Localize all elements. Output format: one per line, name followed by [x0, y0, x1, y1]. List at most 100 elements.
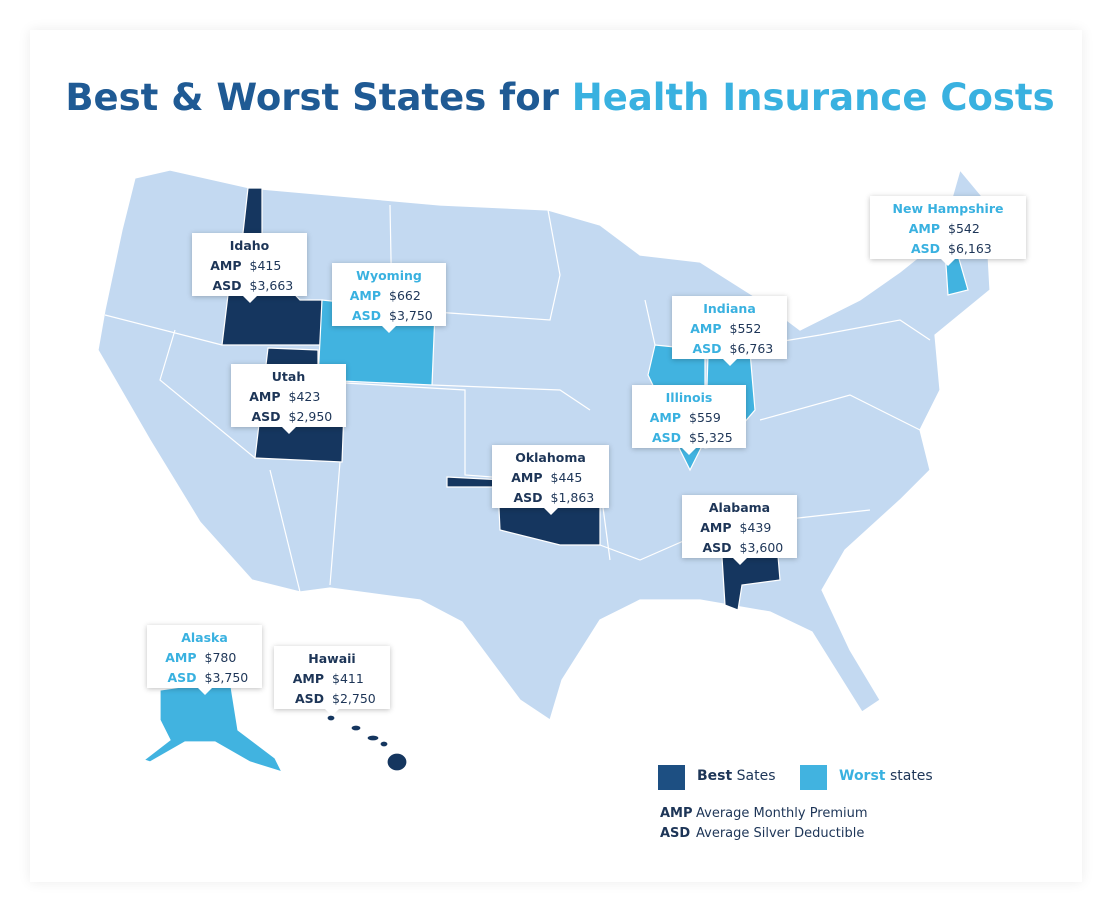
abbr: AMP [660, 806, 693, 821]
best-swatch [658, 765, 685, 790]
callout-row: ASD $6,163 [870, 241, 1026, 256]
callout-row: AMP $415 [192, 258, 307, 273]
callout-row: ASD $3,750 [332, 308, 446, 323]
callout-label: ASD [351, 308, 381, 323]
callout-label: ASD [167, 670, 197, 685]
callout-row: ASD $6,763 [672, 341, 787, 356]
callout-label: AMP [210, 258, 242, 273]
callout-state: Indiana [703, 301, 756, 316]
callout-row: AMP $780 [147, 650, 262, 665]
callout-row: ASD $3,750 [147, 670, 262, 685]
callout-value: $423 [288, 389, 321, 404]
callout-label: AMP [249, 389, 281, 404]
callout-row: AMP $445 [492, 470, 609, 485]
legend-best-bold: Best [697, 768, 733, 784]
callout-value: $1,863 [550, 490, 595, 505]
callout-value: $3,600 [739, 540, 784, 555]
callout: Oklahoma AMP $445 ASD $1,863 [492, 445, 609, 515]
callout-value: $3,750 [204, 670, 249, 685]
callout-value: $3,663 [249, 278, 294, 293]
callout: Alaska AMP $780 ASD $3,750 [147, 625, 262, 695]
callout-label: ASD [702, 540, 732, 555]
callout-row: AMP $552 [672, 321, 787, 336]
callout-value: $6,163 [948, 241, 992, 256]
callout-row: AMP $662 [332, 288, 446, 303]
callout-state: Hawaii [308, 651, 356, 666]
callout-label: AMP [649, 410, 681, 425]
title: Best & Worst States for Health Insurance… [0, 76, 1112, 119]
callout-state: Alabama [708, 500, 771, 515]
callout: Indiana AMP $552 ASD $6,763 [672, 296, 787, 366]
definition: ASD Average Silver Deductible [660, 826, 864, 841]
title-highlight: Health Insurance Costs [571, 76, 1055, 119]
legend-worst-bold: Worst [839, 768, 886, 784]
callout-label: AMP [908, 221, 940, 236]
callout: Idaho AMP $415 ASD $3,663 [192, 233, 307, 303]
alaska [142, 679, 284, 773]
callout-label: ASD [651, 430, 681, 445]
callout-label: AMP [700, 520, 732, 535]
callout-value: $415 [249, 258, 282, 273]
callout-label: ASD [212, 278, 242, 293]
legend-best: Best Sates [697, 768, 776, 784]
callout-value: $6,763 [729, 341, 774, 356]
callout-label: ASD [251, 409, 281, 424]
callout-label: AMP [511, 470, 543, 485]
callout-value: $662 [389, 288, 421, 303]
callout-row: ASD $2,750 [274, 691, 390, 706]
callout-value: $542 [948, 221, 980, 236]
callout-state: Oklahoma [515, 450, 586, 465]
abbr-text: Average Silver Deductible [696, 826, 865, 841]
callout-row: AMP $423 [231, 389, 346, 404]
abbr: ASD [660, 826, 691, 841]
callout-state: Utah [271, 369, 306, 384]
legend-worst: Worst states [839, 768, 933, 784]
callout-value: $552 [729, 321, 762, 336]
callout-row: ASD $5,325 [632, 430, 746, 445]
callout: Wyoming AMP $662 ASD $3,750 [332, 263, 446, 333]
callout: Hawaii AMP $411 ASD $2,750 [274, 646, 390, 716]
callout-value: $5,325 [689, 430, 733, 445]
legend-worst-text: states [889, 768, 933, 784]
callout-label: ASD [910, 241, 940, 256]
callout-label: AMP [165, 650, 197, 665]
callout-row: AMP $559 [632, 410, 746, 425]
abbr-text: Average Monthly Premium [696, 806, 868, 821]
worst-swatch [800, 765, 827, 790]
callout-value: $780 [204, 650, 237, 665]
legend-best-text: Sates [736, 768, 776, 784]
callout-state: Alaska [181, 630, 228, 645]
callout-label: AMP [690, 321, 722, 336]
callout-state: Idaho [229, 238, 270, 253]
callout-row: AMP $439 [682, 520, 797, 535]
callout-value: $559 [689, 410, 721, 425]
definition: AMP Average Monthly Premium [660, 806, 868, 821]
callout-label: AMP [349, 288, 381, 303]
callout-label: ASD [513, 490, 543, 505]
callout-row: ASD $3,600 [682, 540, 797, 555]
callout-value: $439 [739, 520, 772, 535]
callout-row: ASD $3,663 [192, 278, 307, 293]
callout: New Hampshire AMP $542 ASD $6,163 [870, 196, 1026, 266]
callout-row: ASD $1,863 [492, 490, 609, 505]
callout: Utah AMP $423 ASD $2,950 [231, 364, 346, 434]
callout-value: $445 [550, 470, 583, 485]
callout-row: AMP $542 [870, 221, 1026, 236]
callout-label: AMP [292, 671, 324, 686]
callout: Alabama AMP $439 ASD $3,600 [682, 495, 797, 565]
callout-row: ASD $2,950 [231, 409, 346, 424]
callout: Illinois AMP $559 ASD $5,325 [632, 385, 746, 455]
callout-label: ASD [294, 691, 324, 706]
callout-value: $411 [332, 671, 364, 686]
callout-row: AMP $411 [274, 671, 390, 686]
callout-value: $3,750 [389, 308, 433, 323]
hawaii [326, 714, 408, 772]
callout-value: $2,750 [332, 691, 376, 706]
title-part: Best & Worst States for [65, 76, 559, 119]
callout-state: Wyoming [356, 268, 422, 283]
callout-value: $2,950 [288, 409, 333, 424]
callout-state: New Hampshire [892, 201, 1004, 216]
callout-label: ASD [692, 341, 722, 356]
callout-state: Illinois [665, 390, 713, 405]
